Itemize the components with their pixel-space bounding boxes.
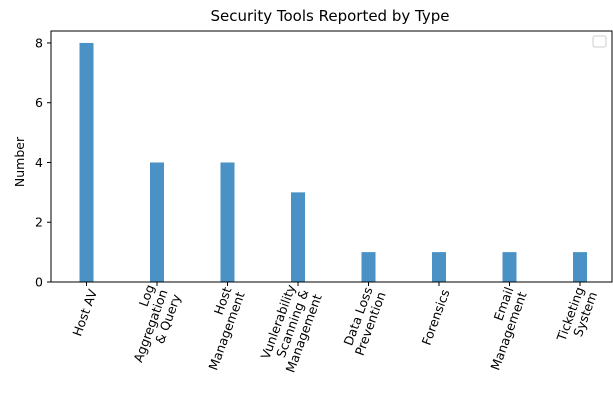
legend-box <box>592 35 607 48</box>
x-tick-label: Data LossPrevention <box>339 285 389 358</box>
y-tick-label: 2 <box>35 215 43 230</box>
bars <box>79 42 587 283</box>
y-tick-label: 4 <box>35 155 43 170</box>
x-tick-label: HostManagement <box>192 285 247 372</box>
y-tick-label: 6 <box>35 95 43 110</box>
x-tick-label: TicketingSystem <box>553 285 600 349</box>
bar <box>502 252 517 282</box>
bar <box>79 42 94 283</box>
y-axis-label: Number <box>12 136 27 187</box>
x-tick-label: Forensics <box>419 287 453 347</box>
y-tick-label: 8 <box>35 35 43 50</box>
bar <box>150 162 164 282</box>
x-ticks: Host AV LogAggregation& Query HostManageme… <box>69 282 600 375</box>
bar <box>361 252 376 282</box>
bar <box>573 252 587 282</box>
x-tick-label: VunlerabilityScanning &Management <box>256 282 325 375</box>
bar <box>432 252 446 282</box>
x-tick-label: EmailManagement <box>474 285 529 372</box>
bar <box>220 162 235 282</box>
plot-frame <box>50 30 613 283</box>
y-tick-label: 0 <box>35 275 43 290</box>
y-ticks: 0 2 4 6 8 <box>35 35 51 290</box>
x-tick-label: Host AV <box>69 287 100 338</box>
x-tick-label: LogAggregation& Query <box>117 282 184 369</box>
bar <box>291 192 305 282</box>
chart-title: Security Tools Reported by Type <box>211 7 450 25</box>
